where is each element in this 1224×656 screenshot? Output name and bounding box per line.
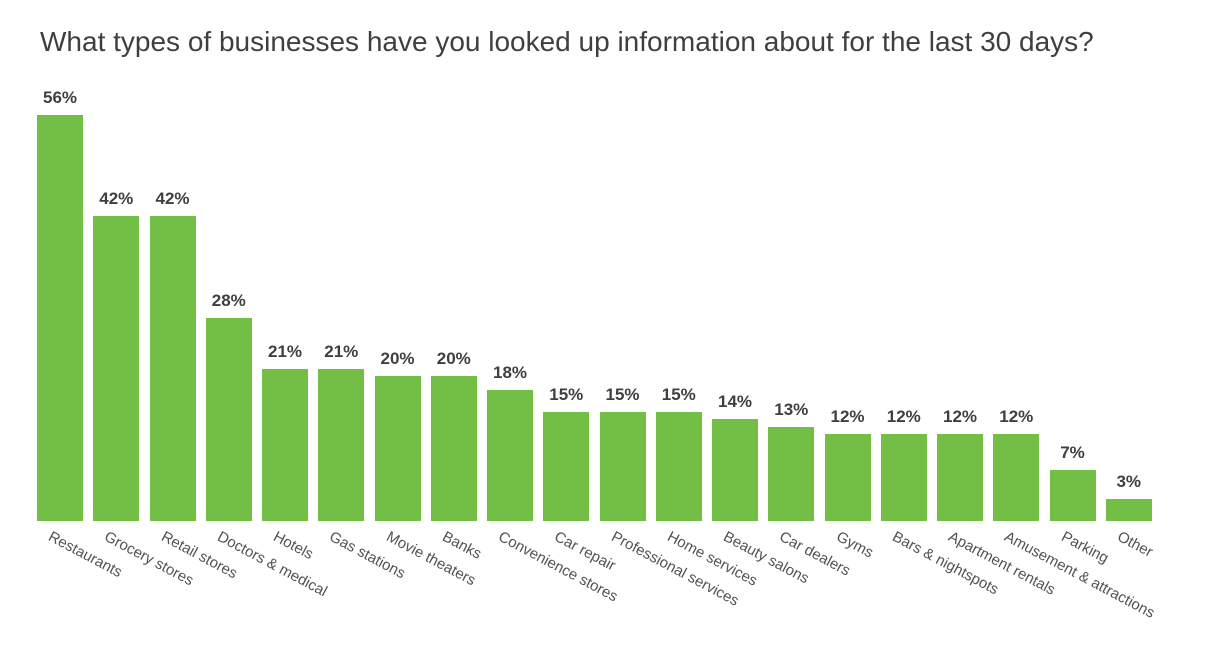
plot-area: 56% 42% 42% 28% 21% 21% 20% 20% 18% 15% 15% 15% 14% 1… [37,89,1152,521]
category-label: Hotels [270,528,317,564]
category-label: Gas stations [326,528,409,583]
bar-group: 20% [374,349,421,521]
bar-value-label: 56% [42,88,78,107]
category-label: Doctors & medical [214,528,330,601]
bar [318,369,365,521]
bar [768,427,815,521]
category-label: Apartment rentals [945,528,1059,599]
bar-group: 15% [655,385,702,521]
category-label: Restaurants [45,528,125,582]
category-label: Bars & nightspots [889,528,1002,599]
bar-group: 18% [487,364,533,521]
bar-group: 12% [880,407,927,521]
bar-value-label: 42% [155,189,190,208]
bar [880,434,927,521]
bar-group: 21% [318,342,365,521]
bar [1049,470,1096,521]
bar [1105,499,1152,521]
bar [824,434,871,521]
category-label: Movie theaters [383,528,478,590]
bar-value-label: 12% [830,407,865,426]
bar [487,390,533,521]
category-label: Grocery stores [101,528,197,590]
bar-group: 21% [262,343,308,521]
bar-group: 12% [937,408,983,521]
bar [599,412,646,521]
bar-group: 15% [599,385,646,521]
bar-value-label: 3% [1116,472,1142,491]
bar-group: 12% [993,407,1040,521]
bar-value-label: 12% [942,407,978,426]
bar-group: 3% [1105,472,1152,521]
bar-group: 42% [149,189,196,521]
chart-title: What types of businesses have you looked… [40,26,1094,57]
bar-group: 42% [93,189,140,521]
category-label: Amusement & attractions [1001,528,1158,622]
bar-value-label: 15% [661,385,696,404]
bar-value-label: 15% [549,385,584,404]
bar [993,434,1040,521]
bar-value-label: 12% [886,407,921,426]
bar [543,412,590,521]
category-label: Professional services [608,528,742,610]
category-label: Home services [664,528,760,590]
bar-value-label: 28% [211,291,246,310]
category-label: Banks [439,528,485,563]
bar-value-label: 7% [1060,443,1085,462]
bar-value-label: 13% [774,400,809,419]
category-label: Gyms [833,528,876,562]
bar [149,216,196,521]
bar [430,376,477,521]
bar [374,376,421,521]
bar-group: 13% [768,400,815,521]
bar-value-label: 42% [99,189,134,208]
category-label: Parking [1058,528,1112,568]
category-label: Car repair [551,528,619,575]
bar [93,216,140,521]
category-label: Retail stores [158,528,240,583]
bar-group: 15% [543,385,590,521]
bar [37,115,83,521]
bar [655,412,702,521]
category-label: Beauty salons [720,528,812,588]
bar-group: 7% [1049,443,1096,521]
bar [262,369,308,521]
bar-value-label: 21% [267,342,303,361]
bar-group: 20% [430,349,477,521]
bar [712,419,758,521]
bar-value-label: 15% [605,385,640,404]
bar-group: 14% [712,393,758,521]
bar-group: 12% [824,407,871,521]
bar-value-label: 14% [717,392,753,411]
bar-value-label: 20% [380,349,415,368]
category-label: Convenience stores [495,528,621,606]
bar-value-label: 18% [492,363,528,382]
bar-value-label: 21% [324,342,359,361]
bar-group: 56% [37,89,83,521]
category-label: Car dealers [776,528,854,580]
category-label: Other [1114,528,1156,561]
bar [937,434,983,521]
bar [205,318,252,521]
bar-value-label: 12% [999,407,1034,426]
bar-value-label: 20% [436,349,471,368]
bar-group: 28% [205,291,252,521]
